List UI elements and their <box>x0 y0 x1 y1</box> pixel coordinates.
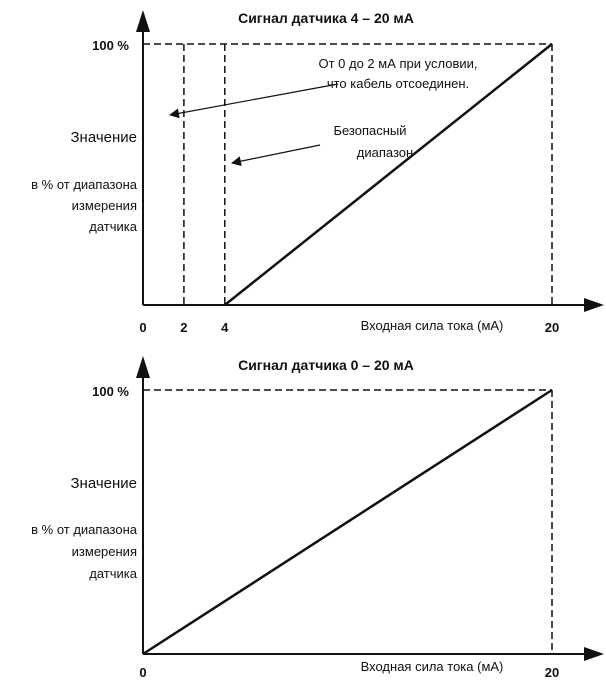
chart2-y-label: Значение <box>70 475 137 492</box>
chart1-title: Сигнал датчика 4 – 20 мА <box>238 10 414 26</box>
chart2-x-label: Входная сила тока (мА) <box>361 659 504 674</box>
chart1-x-tick-4: 4 <box>221 320 229 335</box>
chart2-x-axis-arrow <box>584 647 604 661</box>
chart2-x-tick-20: 20 <box>545 665 559 680</box>
chart2-x-tick-0: 0 <box>139 665 146 680</box>
chart1-y-sublabel-3: датчика <box>89 219 137 234</box>
chart1-annotation-1-line-2: что кабель отсоединен. <box>327 76 469 91</box>
chart1-annotation-2-line-2: диапазон <box>357 145 413 160</box>
chart1-x-tick-20: 20 <box>545 320 559 335</box>
chart1-annotation-2-line-1: Безопасный <box>333 123 406 138</box>
chart1-x-tick-2: 2 <box>180 320 187 335</box>
chart1-x-tick-0: 0 <box>139 320 146 335</box>
chart2-y-sublabel-2: измерения <box>72 544 137 559</box>
chart2-y-sublabel-1: в % от диапазона <box>31 522 138 537</box>
chart1-y-tick-100: 100 % <box>92 38 129 53</box>
chart1-series-line <box>224 43 553 306</box>
chart1-annotation-1-arrow <box>169 83 339 119</box>
chart1-annotation-1-line-1: От 0 до 2 мА при условии, <box>318 56 477 71</box>
chart2-title: Сигнал датчика 0 – 20 мА <box>238 357 414 373</box>
chart2-y-axis-arrow <box>136 356 150 378</box>
chart1-y-label: Значение <box>70 129 137 146</box>
chart-0-20ma: Сигнал датчика 0 – 20 мА 100 % 0 20 Вход… <box>31 356 604 680</box>
chart1-annotation-2-arrow <box>231 144 321 167</box>
chart1-x-label: Входная сила тока (мА) <box>361 318 504 333</box>
chart2-y-sublabel-3: датчика <box>89 566 137 581</box>
chart1-x-axis-arrow <box>584 298 604 312</box>
chart2-y-tick-100: 100 % <box>92 384 129 399</box>
chart1-y-axis-arrow <box>136 10 150 32</box>
chart2-series-line <box>142 388 553 656</box>
chart-4-20ma: Сигнал датчика 4 – 20 мА 100 % 0 2 4 20 … <box>31 10 604 335</box>
chart1-y-sublabel-1: в % от диапазона <box>31 177 138 192</box>
chart1-y-sublabel-2: измерения <box>72 198 137 213</box>
